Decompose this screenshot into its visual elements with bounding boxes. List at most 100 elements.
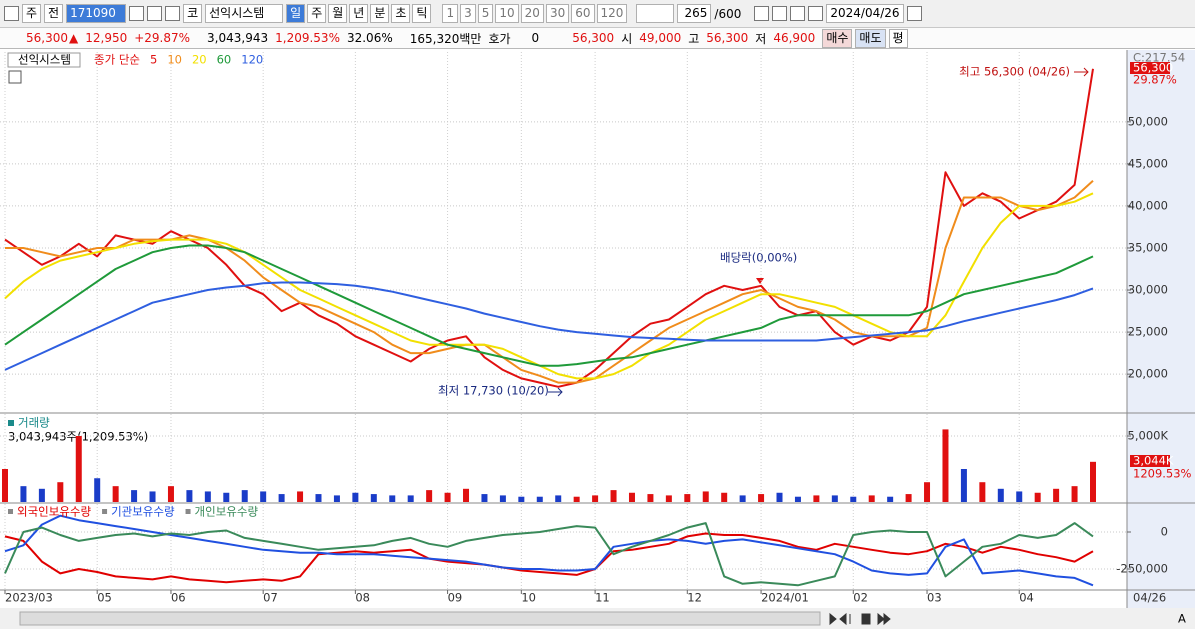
high-label: 고 bbox=[688, 31, 700, 46]
zoom-icon[interactable]: A bbox=[1178, 612, 1186, 626]
x-tick-label: 2023/03 bbox=[5, 591, 53, 605]
x-tick-label: 04/26 bbox=[1133, 591, 1166, 605]
multiplier-button[interactable]: 30 bbox=[545, 4, 570, 23]
open: 49,000 bbox=[639, 31, 682, 45]
save-icon[interactable] bbox=[790, 6, 806, 21]
multiplier-button[interactable]: 1 bbox=[442, 4, 459, 23]
volume-bar bbox=[131, 490, 138, 502]
volume-bar bbox=[850, 496, 857, 502]
multiplier-button[interactable]: 120 bbox=[596, 4, 628, 23]
interval-button[interactable]: 년 bbox=[349, 4, 369, 23]
multiplier-button[interactable]: 10 bbox=[495, 4, 519, 23]
legend-entry: 외국인보유수량 bbox=[17, 505, 91, 519]
volume-bar bbox=[776, 492, 783, 502]
x-tick-label: 09 bbox=[448, 591, 463, 605]
scale-label: C:217.54 bbox=[1133, 51, 1185, 65]
x-tick-label: 07 bbox=[263, 591, 278, 605]
volume-bar bbox=[186, 490, 193, 502]
volume-bar bbox=[260, 491, 267, 502]
scroll-buttons[interactable] bbox=[829, 612, 891, 626]
code-input[interactable]: 171090 bbox=[66, 4, 127, 23]
volume-bar bbox=[1090, 461, 1096, 502]
y-tick-label: 5,000K bbox=[1128, 429, 1169, 443]
multiplier-button[interactable]: 5 bbox=[477, 4, 494, 23]
y-tick-label: 20,000 bbox=[1128, 367, 1168, 381]
calendar-icon[interactable] bbox=[906, 6, 922, 21]
volume-bar bbox=[628, 492, 635, 502]
volume-bar bbox=[481, 494, 488, 502]
volume-bar bbox=[20, 486, 27, 502]
volume-bar bbox=[444, 492, 451, 502]
blank-select[interactable] bbox=[636, 4, 675, 23]
interval-button[interactable]: 월 bbox=[328, 4, 348, 23]
legend-entry: 20 bbox=[192, 53, 207, 67]
count-input[interactable]: 265 bbox=[677, 4, 712, 23]
buy-button[interactable]: 매수 bbox=[822, 28, 853, 48]
interval-button[interactable]: 초 bbox=[391, 4, 411, 23]
volume-title: 거래량 bbox=[18, 416, 50, 430]
date-input[interactable]: 2024/04/26 bbox=[826, 4, 904, 23]
tool-icon[interactable] bbox=[754, 6, 770, 21]
legend-swatch bbox=[102, 509, 108, 514]
volume-bar bbox=[960, 469, 967, 502]
volume-bar bbox=[426, 490, 433, 502]
volume-bar bbox=[868, 495, 875, 502]
low: 46,900 bbox=[773, 31, 816, 45]
volume-bar bbox=[1053, 488, 1060, 502]
interval-button[interactable]: 틱 bbox=[412, 4, 432, 23]
volume: 3,043,943 bbox=[207, 31, 269, 45]
y-tick-label: 0 bbox=[1161, 525, 1168, 539]
series-line bbox=[4, 68, 1094, 388]
multiplier-button[interactable]: 60 bbox=[571, 4, 595, 23]
amount: 165,320백만 bbox=[409, 31, 482, 46]
volume-bar bbox=[592, 495, 599, 502]
open-label: 시 bbox=[621, 31, 633, 46]
dropdown[interactable] bbox=[129, 6, 145, 21]
volume-bar bbox=[407, 495, 414, 502]
grid-icon[interactable] bbox=[8, 70, 22, 84]
period-select[interactable]: 주 bbox=[22, 4, 42, 23]
volume-bar bbox=[315, 494, 322, 502]
multiplier-button[interactable]: 3 bbox=[460, 4, 476, 23]
volume-bar bbox=[352, 492, 359, 502]
market-button[interactable]: 코 bbox=[183, 4, 203, 23]
icon[interactable] bbox=[4, 6, 19, 21]
price: 56,300 bbox=[26, 31, 68, 45]
interval-button[interactable]: 주 bbox=[307, 4, 327, 23]
legend-entry: 기관보유수량 bbox=[111, 505, 175, 519]
search-icon[interactable] bbox=[147, 6, 163, 21]
annotation-low: 최저 17,730 (10/20) bbox=[438, 384, 549, 398]
volume-bar bbox=[75, 436, 82, 502]
volume-bar bbox=[1034, 492, 1041, 502]
legend-entry: 개인보유수량 bbox=[195, 505, 259, 519]
volume-bar bbox=[149, 491, 156, 502]
volume-badge-text: 3,044K bbox=[1133, 454, 1174, 468]
settings-icon[interactable] bbox=[808, 6, 824, 21]
series-line bbox=[4, 522, 1094, 587]
volume-rate-badge: 1209.53% bbox=[1133, 467, 1192, 481]
interval-button[interactable]: 분 bbox=[370, 4, 390, 23]
tool-icon[interactable] bbox=[772, 6, 788, 21]
volume-bar bbox=[1016, 491, 1023, 502]
series-line bbox=[4, 514, 1094, 587]
count-max: /600 bbox=[714, 6, 742, 21]
multiplier-button[interactable]: 20 bbox=[520, 4, 544, 23]
annotation-dividend: 배당락(0,00%) bbox=[720, 251, 797, 265]
x-tick-label: 12 bbox=[687, 591, 702, 605]
scroll-thumb[interactable] bbox=[19, 611, 821, 626]
legend-entry: 60 bbox=[217, 53, 232, 67]
sound-icon[interactable] bbox=[165, 6, 181, 21]
x-tick-label: 02 bbox=[853, 591, 868, 605]
sell-button[interactable]: 매도 bbox=[855, 28, 886, 48]
quote-price: 56,300 bbox=[572, 31, 615, 45]
interval-button[interactable]: 일 bbox=[286, 4, 306, 23]
volume-bar bbox=[702, 491, 709, 502]
avg-button[interactable]: 평 bbox=[888, 28, 908, 48]
y-tick-label: 25,000 bbox=[1128, 325, 1168, 339]
volume-bar bbox=[370, 494, 377, 502]
prev-button[interactable]: 전 bbox=[44, 4, 64, 23]
y-tick-label: 35,000 bbox=[1128, 240, 1168, 254]
volume-bar bbox=[57, 482, 64, 502]
volume-badge bbox=[1130, 455, 1170, 467]
